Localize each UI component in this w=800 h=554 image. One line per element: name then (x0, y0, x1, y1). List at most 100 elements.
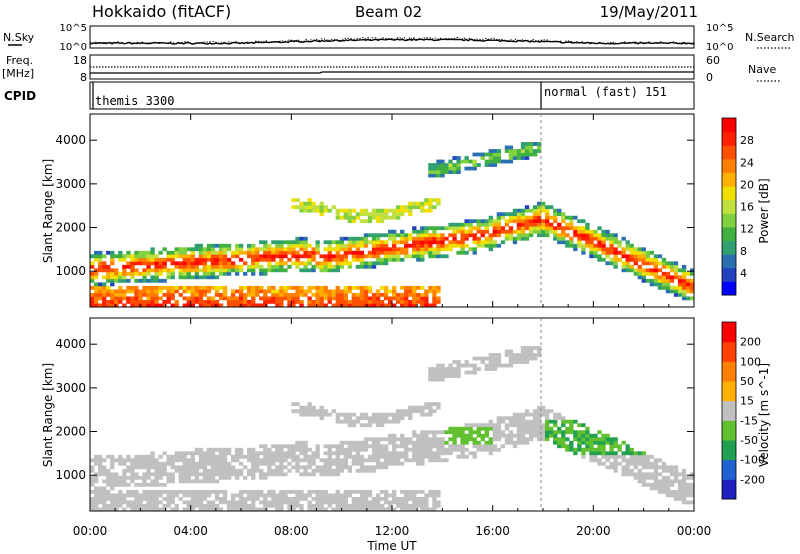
heatmap-cell (557, 226, 562, 231)
heatmap-cell (126, 493, 131, 498)
heatmap-cell (601, 257, 606, 262)
heatmap-cell (484, 159, 489, 164)
heatmap-cell (661, 465, 667, 470)
heatmap-cell (315, 465, 320, 470)
heatmap-cell (335, 472, 340, 477)
heatmap-cell (685, 489, 691, 494)
heatmap-cell (661, 482, 667, 487)
heatmap-cell (359, 465, 365, 470)
heatmap-cell (621, 472, 626, 477)
heatmap-cell (154, 268, 159, 273)
heatmap-cell (158, 268, 163, 273)
heatmap-cell (645, 257, 651, 262)
heatmap-cell (625, 264, 630, 269)
heatmap-cell (170, 250, 175, 255)
heatmap-cell (210, 264, 216, 269)
heatmap-cell (653, 282, 659, 287)
heatmap-cell (484, 433, 489, 438)
heatmap-cell (150, 292, 155, 297)
heatmap-cell (94, 254, 99, 259)
heatmap-cell (182, 264, 187, 269)
heatmap-cell (194, 500, 200, 505)
heatmap-cell (383, 447, 389, 452)
colorbar-tick-label: 4 (740, 267, 747, 280)
heatmap-cell (448, 437, 453, 442)
heatmap-cell (102, 282, 107, 287)
heatmap-cell (331, 292, 336, 297)
heatmap-cell (134, 458, 139, 463)
heatmap-cell (214, 250, 220, 255)
heatmap-cell (569, 226, 574, 231)
heatmap-cell (138, 454, 143, 459)
heatmap-cell (230, 500, 236, 505)
heatmap-cell (609, 440, 614, 445)
heatmap-cell (331, 507, 336, 512)
heatmap-cell (440, 363, 445, 368)
heatmap-cell (210, 250, 216, 255)
heatmap-cell (665, 285, 671, 290)
heatmap-cell (206, 268, 212, 273)
heatmap-cell (569, 426, 574, 431)
heatmap-cell (424, 454, 429, 459)
freq-label: Freq. (6, 54, 33, 67)
nsky-tick-bottom: 10^0 (60, 42, 87, 53)
heatmap-cell (428, 493, 433, 498)
heatmap-cell (428, 226, 433, 231)
heatmap-cell (516, 433, 522, 438)
heatmap-cell (363, 423, 369, 428)
heatmap-cell (190, 254, 195, 259)
heatmap-cell (243, 500, 248, 505)
heatmap-cell (178, 271, 183, 276)
heatmap-cell (512, 440, 518, 445)
heatmap-cell (202, 489, 208, 494)
heatmap-cell (589, 254, 594, 259)
heatmap-cell (315, 303, 320, 308)
heatmap-cell (94, 257, 99, 262)
heatmap-cell (460, 440, 465, 445)
freq-tick-top: 18 (73, 54, 87, 67)
heatmap-cell (420, 208, 425, 213)
heatmap-cell (545, 426, 550, 431)
station-title: Hokkaido (fitACF) (92, 2, 231, 21)
heatmap-cell (689, 472, 695, 477)
heatmap-cell (472, 159, 477, 164)
heatmap-cell (528, 433, 534, 438)
heatmap-cell (379, 496, 385, 501)
heatmap-cell (375, 296, 381, 301)
heatmap-cell (540, 233, 546, 238)
heatmap-cell (545, 419, 550, 424)
heatmap-cell (456, 170, 461, 174)
heatmap-cell (347, 489, 353, 494)
heatmap-cell (428, 454, 433, 459)
heatmap-cell (468, 229, 473, 234)
heatmap-cell (392, 454, 397, 459)
heatmap-cell (460, 426, 465, 431)
heatmap-cell (400, 461, 405, 466)
heatmap-cell (275, 493, 280, 498)
heatmap-cell (504, 349, 510, 354)
heatmap-cell (178, 292, 183, 297)
heatmap-cell (508, 159, 514, 164)
heatmap-cell (202, 250, 208, 255)
heatmap-cell (315, 493, 320, 498)
heatmap-cell (452, 360, 457, 364)
heatmap-cell (520, 152, 526, 157)
heatmap-cell (267, 493, 272, 498)
heatmap-cell (609, 447, 614, 452)
heatmap-cell (335, 493, 340, 498)
heatmap-cell (436, 170, 441, 174)
heatmap-cell (130, 264, 135, 269)
heatmap-cell (351, 458, 357, 463)
heatmap-cell (319, 493, 324, 498)
heatmap-cell (303, 412, 308, 417)
heatmap-cell (98, 268, 103, 273)
heatmap-cell (347, 468, 353, 473)
heatmap-cell (444, 440, 449, 445)
heatmap-cell (291, 503, 296, 508)
heatmap-cell (150, 503, 155, 508)
heatmap-cell (504, 426, 510, 431)
heatmap-cell (532, 433, 538, 438)
heatmap-cell (186, 503, 191, 508)
heatmap-cell (323, 205, 328, 210)
heatmap-cell (468, 451, 473, 456)
